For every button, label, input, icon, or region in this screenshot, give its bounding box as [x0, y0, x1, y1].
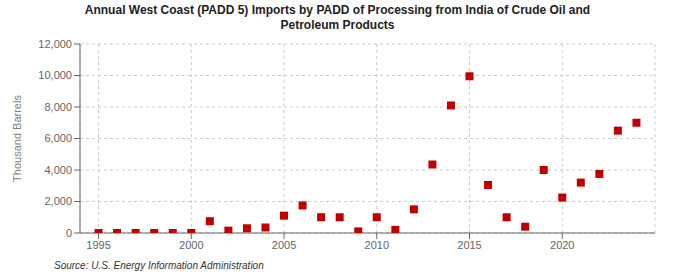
svg-text:2,000: 2,000 — [44, 195, 72, 207]
svg-text:8,000: 8,000 — [44, 101, 72, 113]
svg-text:2010: 2010 — [365, 239, 389, 251]
svg-text:Thousand Barrels: Thousand Barrels — [11, 95, 23, 182]
svg-text:2015: 2015 — [457, 239, 481, 251]
svg-text:10,000: 10,000 — [38, 69, 72, 81]
svg-text:1995: 1995 — [86, 239, 110, 251]
html-text:Source: U.S. Energy Informatio: Source: U.S. Energy Information Administ… — [54, 260, 264, 271]
svg-text:12,000: 12,000 — [38, 38, 72, 50]
svg-text:2005: 2005 — [272, 239, 296, 251]
svg-text:0: 0 — [66, 227, 72, 239]
svg-text:4,000: 4,000 — [44, 164, 72, 176]
svg-text:2020: 2020 — [550, 239, 574, 251]
html-text:Annual West Coast (PADD 5) Imp: Annual West Coast (PADD 5) Imports by PA… — [84, 3, 591, 17]
svg-text:2000: 2000 — [179, 239, 203, 251]
svg-text:6,000: 6,000 — [44, 132, 72, 144]
html-text:Petroleum Products: Petroleum Products — [280, 18, 395, 32]
